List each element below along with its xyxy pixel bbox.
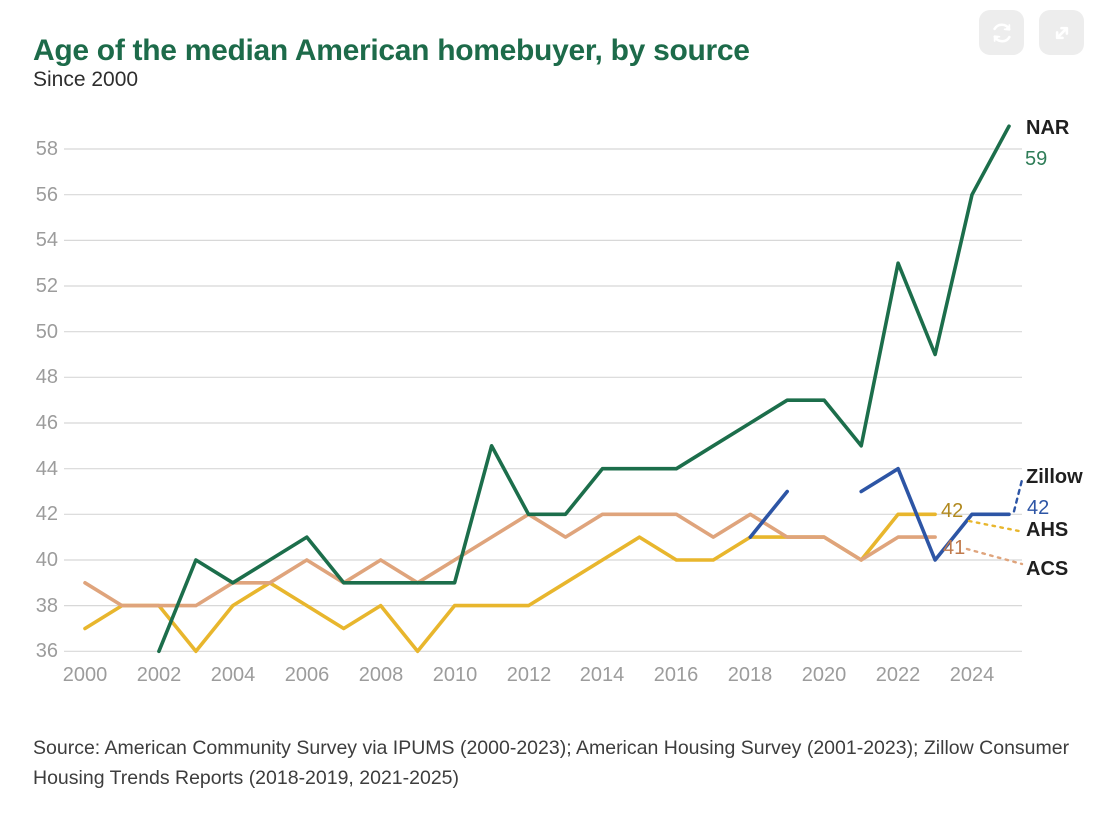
series-line-nar <box>157 124 1011 654</box>
chart-subtitle: Since 2000 <box>33 68 139 91</box>
series-line-acs <box>83 512 937 608</box>
series-label-nar: NAR <box>1026 117 1070 139</box>
refresh-icon <box>989 20 1015 46</box>
leader-line-zillow <box>1012 478 1024 513</box>
leader-line-acs <box>965 547 1024 566</box>
expand-icon <box>1049 20 1075 46</box>
series-value-ahs: 42 <box>941 500 964 522</box>
source-note: Source: American Community Survey via IP… <box>33 737 1070 789</box>
series-value-acs: 41 <box>943 537 966 559</box>
series-label-zillow: Zillow <box>1026 466 1083 488</box>
series-label-acs: ACS <box>1026 558 1069 580</box>
series-line-ahs <box>83 512 937 654</box>
series-label-ahs: AHS <box>1026 519 1069 541</box>
series-value-nar: 59 <box>1025 148 1048 170</box>
leader-line-ahs <box>967 519 1021 533</box>
series-line-zillow-1 <box>748 489 790 539</box>
series-value-zillow: 42 <box>1027 497 1050 519</box>
expand-button[interactable] <box>1039 10 1084 55</box>
refresh-button[interactable] <box>979 10 1024 55</box>
series-line-zillow-2 <box>859 466 1011 562</box>
page-title: Age of the median American homebuyer, by… <box>33 34 750 68</box>
